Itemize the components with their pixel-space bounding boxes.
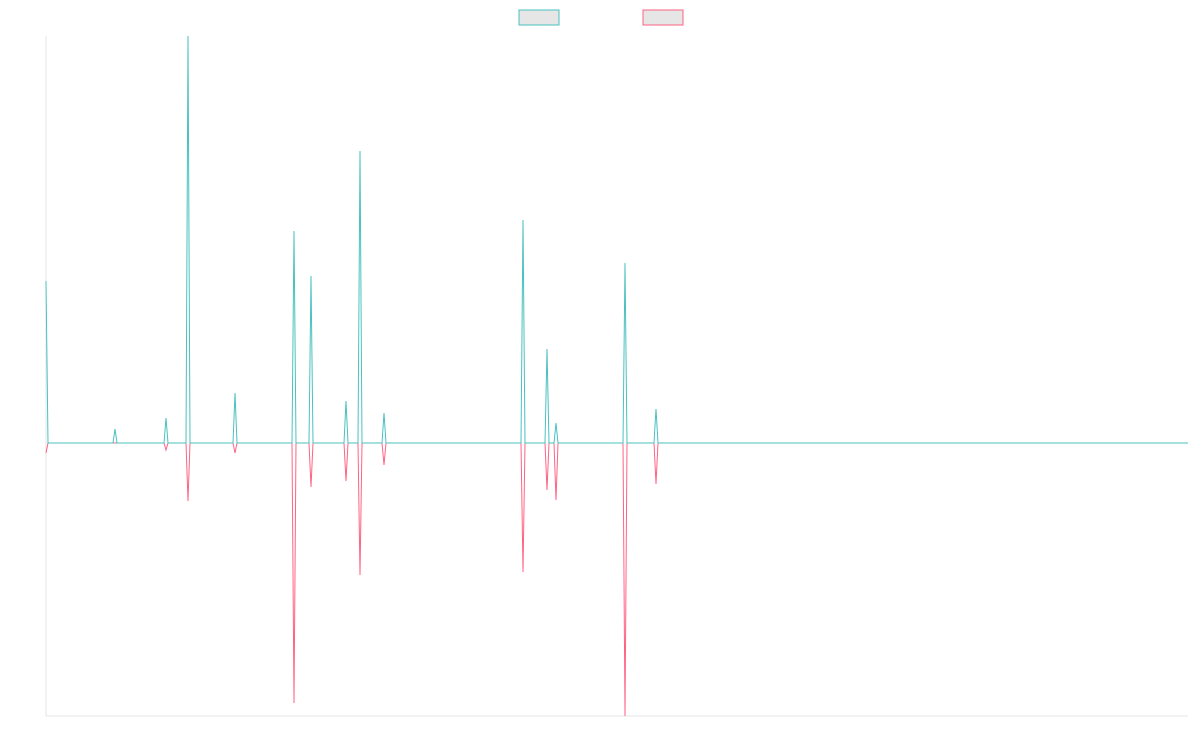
line-series — [45, 442, 1188, 717]
legend-swatch — [642, 9, 684, 26]
legend-swatch — [518, 9, 560, 26]
line-series — [45, 35, 1188, 444]
